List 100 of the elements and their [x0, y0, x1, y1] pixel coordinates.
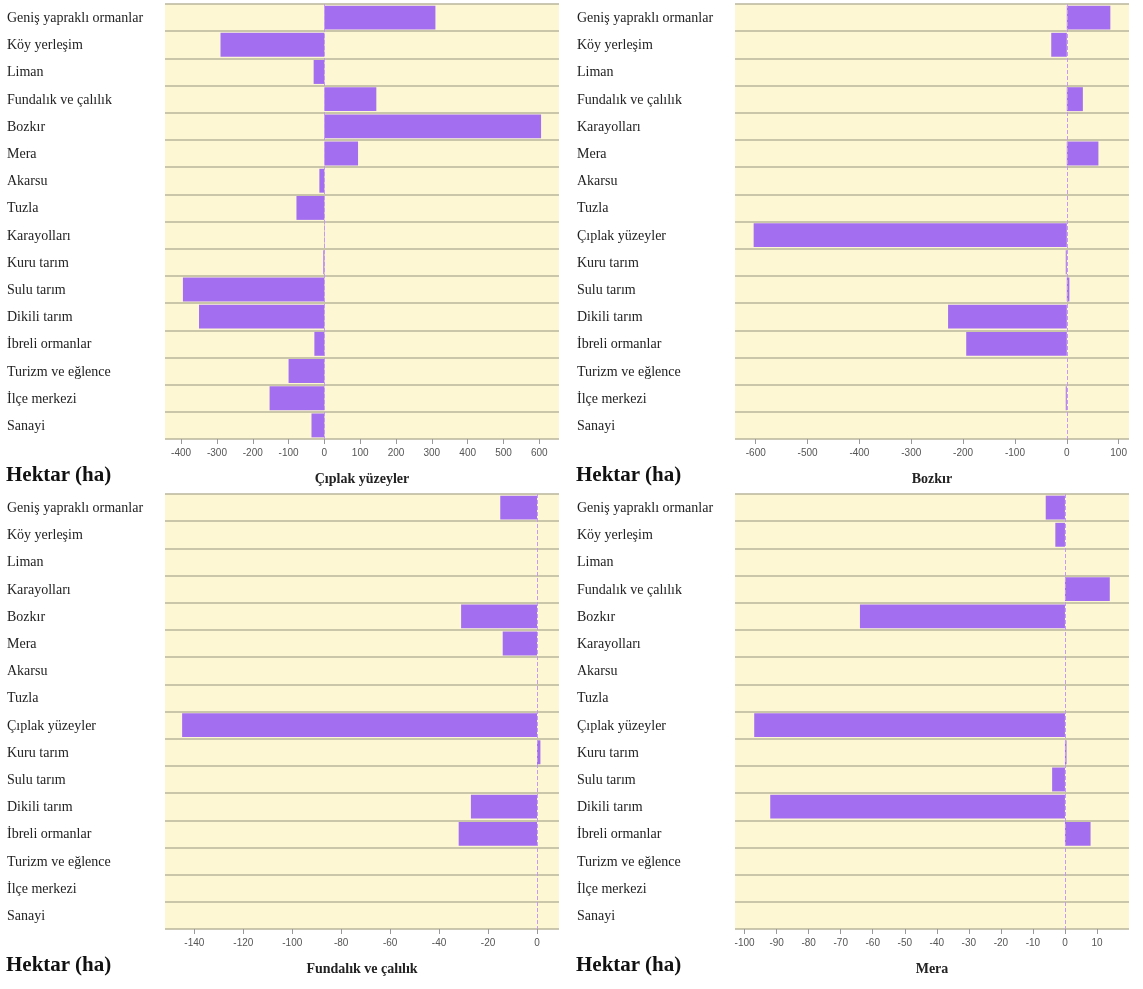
bar	[199, 304, 325, 329]
x-tick-label: -300	[206, 446, 228, 458]
bar	[324, 141, 359, 166]
y-tick-label: Liman	[7, 64, 44, 80]
x-tick-label: -80	[801, 936, 817, 948]
x-tick-label: -40	[929, 936, 945, 948]
bar	[1066, 87, 1083, 112]
y-tick-label: Karayolları	[7, 227, 71, 243]
x-tick-label: -10	[1025, 936, 1041, 948]
bar	[288, 359, 325, 383]
bar	[1051, 32, 1067, 57]
bar	[859, 604, 1065, 629]
y-tick-label: Geniş yapraklı ormanlar	[577, 10, 714, 26]
x-tick-label: 300	[423, 446, 441, 458]
bar	[182, 277, 325, 302]
x-tick-label: -60	[865, 936, 881, 948]
y-tick-label: Sanayi	[577, 907, 616, 923]
y-tick-label: Kuru tarım	[7, 744, 69, 760]
x-tick-label: -30	[961, 936, 977, 948]
y-tick-label: Sanayi	[7, 907, 46, 923]
bar	[753, 223, 1067, 248]
text: Hektar (ha)	[576, 951, 682, 976]
y-tick-label: Köy yerleşim	[7, 527, 83, 543]
x-tick-label: -400	[171, 446, 192, 458]
y-tick-label: Akarsu	[577, 173, 618, 189]
y-tick-label: Mera	[7, 636, 38, 652]
y-tick-label: Karayolları	[577, 636, 641, 652]
y-tick-label: Kuru tarım	[577, 254, 639, 270]
x-tick-label: -20	[993, 936, 1009, 948]
y-tick-label: Tuzla	[577, 200, 610, 216]
x-tick-label: 100	[1110, 446, 1128, 458]
y-tick-label: Sanayi	[7, 417, 46, 433]
x-tick-label: -100	[282, 936, 303, 948]
y-tick-label: Sulu tarım	[577, 771, 636, 787]
x-tick-label: -400	[849, 446, 870, 458]
x-tick-label: 200	[387, 446, 405, 458]
y-tick-label: İlçe merkezi	[577, 390, 647, 406]
x-tick-label: -140	[184, 936, 205, 948]
y-tick-label: Akarsu	[7, 173, 48, 189]
x-tick-label: -40	[431, 936, 447, 948]
x-tick-label: 0	[534, 936, 541, 948]
y-tick-label: Turizm ve eğlence	[577, 853, 681, 869]
y-tick-label: Mera	[577, 146, 608, 162]
bar	[269, 386, 325, 411]
y-tick-label: Geniş yapraklı ormanlar	[7, 10, 144, 26]
y-tick-label: Çıplak yüzeyler	[577, 717, 667, 733]
x-tick-label: 600	[530, 446, 549, 458]
bar	[966, 331, 1067, 356]
y-tick-label: Turizm ve eğlence	[577, 363, 681, 379]
bar	[1045, 495, 1065, 520]
y-tick-label: Bozkır	[7, 118, 46, 134]
x-tick-label: -200	[953, 446, 974, 458]
y-tick-label: Karayolları	[577, 118, 641, 134]
bar	[1055, 522, 1065, 547]
y-tick-label: Çıplak yüzeyler	[577, 227, 667, 243]
bar	[1064, 577, 1110, 602]
y-tick-label: Tuzla	[7, 690, 40, 706]
x-tick-label: 0	[321, 446, 328, 458]
y-tick-label: Fundalık ve çalılık	[7, 91, 112, 107]
y-tick-label: Turizm ve eğlence	[7, 363, 111, 379]
y-tick-label: Kuru tarım	[577, 744, 639, 760]
y-tick-label: Fundalık ve çalılık	[577, 91, 682, 107]
x-tick-label: 10	[1091, 936, 1103, 948]
text: Hektar (ha)	[6, 951, 112, 976]
text: Hektar (ha)	[576, 461, 682, 486]
y-tick-label: Akarsu	[7, 663, 48, 679]
x-axis-title: Mera	[915, 960, 949, 976]
y-tick-label: İbreli ormanlar	[577, 826, 662, 842]
y-tick-label: Bozkır	[7, 608, 46, 624]
y-tick-label: Tuzla	[7, 200, 40, 216]
x-axis-title: Bozkır	[911, 470, 953, 486]
bar	[1066, 141, 1099, 166]
y-tick-label: Dikili tarım	[577, 799, 643, 815]
y-tick-label: Köy yerleşim	[577, 527, 653, 543]
x-tick-label: -100	[1004, 446, 1026, 458]
y-tick-label: Kuru tarım	[7, 254, 69, 270]
bar	[220, 32, 325, 57]
x-tick-label: 0	[1062, 936, 1069, 948]
bar	[311, 413, 325, 438]
text: Hektar (ha)	[6, 461, 112, 486]
bar	[754, 713, 1065, 738]
y-tick-label: Liman	[577, 554, 614, 570]
bar	[296, 195, 325, 220]
bar	[1052, 767, 1065, 792]
x-tick-label: -120	[233, 936, 254, 948]
y-tick-label: Geniş yapraklı ormanlar	[577, 500, 714, 516]
bar	[313, 60, 325, 84]
y-tick-label: Dikili tarım	[7, 309, 73, 325]
y-tick-label: İbreli ormanlar	[7, 336, 92, 352]
y-tick-label: İbreli ormanlar	[7, 826, 92, 842]
x-tick-label: -500	[797, 446, 819, 458]
y-tick-label: İlçe merkezi	[577, 880, 647, 896]
x-tick-label: -20	[480, 936, 496, 948]
y-tick-label: Fundalık ve çalılık	[577, 581, 682, 597]
y-tick-label: Dikili tarım	[577, 309, 643, 325]
bar	[324, 87, 377, 112]
x-tick-label: 100	[351, 446, 369, 458]
y-tick-label: Sulu tarım	[7, 281, 66, 297]
x-tick-label: -100	[734, 936, 756, 948]
y-tick-label: Sulu tarım	[7, 771, 66, 787]
